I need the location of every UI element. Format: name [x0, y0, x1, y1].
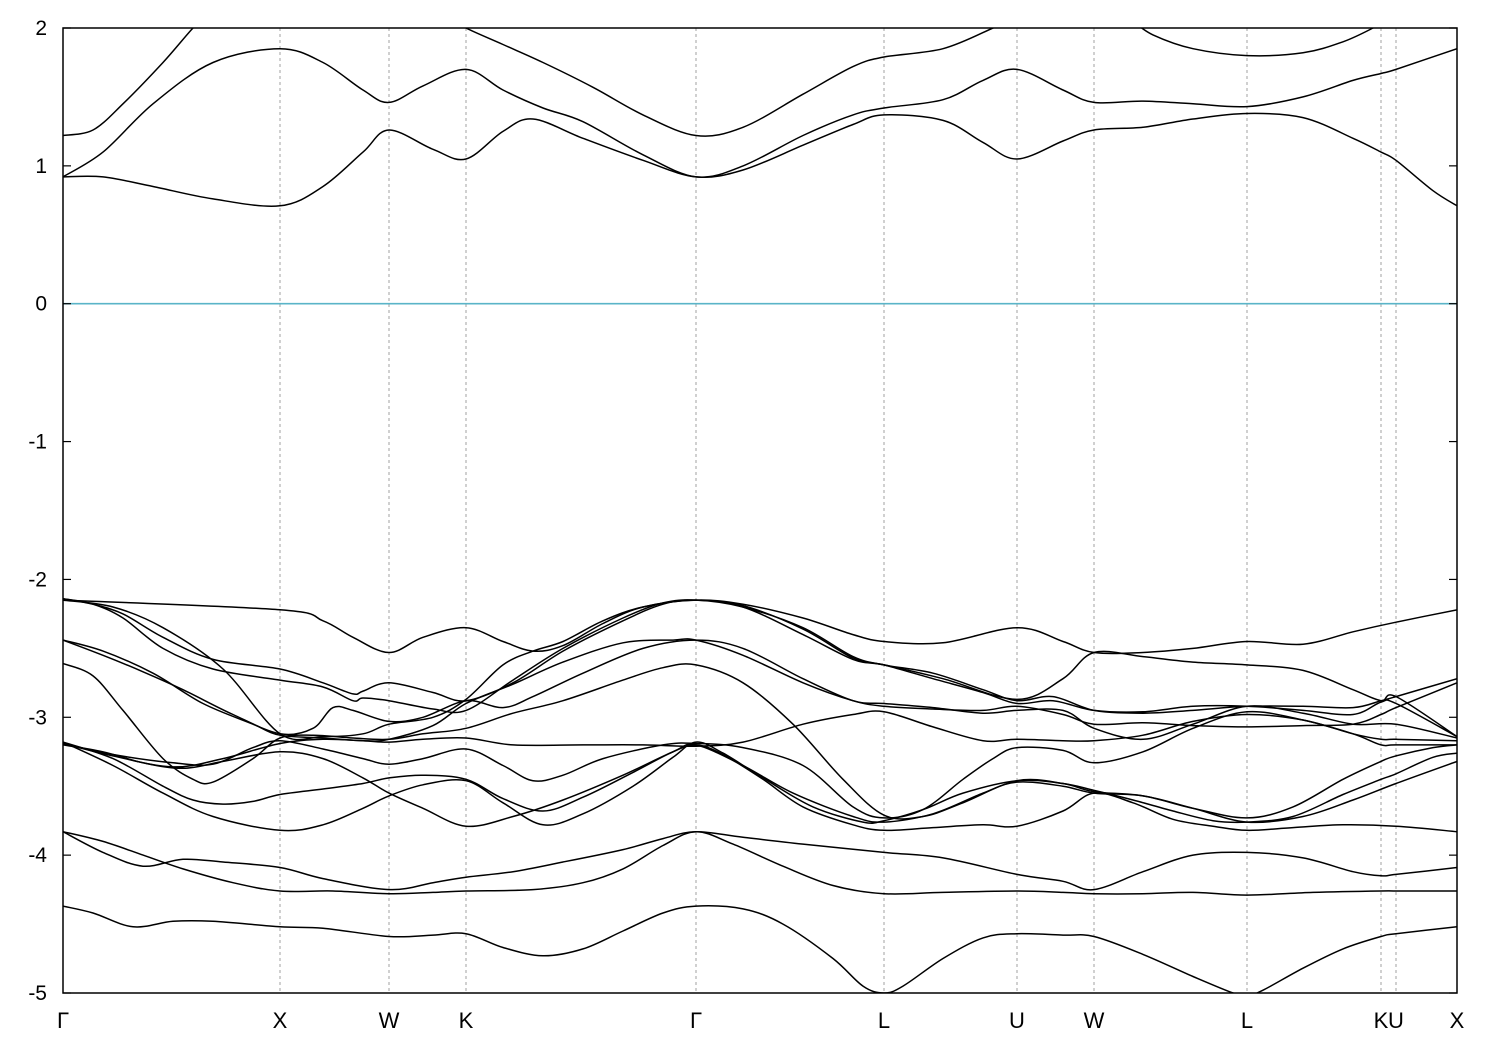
y-tick-label: -4: [28, 844, 47, 867]
y-tick-label: -2: [28, 568, 47, 591]
band-line-19: [464, 28, 995, 137]
band-line-18: [63, 28, 195, 137]
plot-border: [62, 27, 1458, 994]
kpoint-label: L: [878, 1008, 890, 1033]
band-line-8: [63, 710, 1457, 819]
band-line-7: [63, 710, 1457, 768]
kpoint-label: U: [1009, 1008, 1025, 1033]
kpoint-label: L: [1241, 1008, 1253, 1033]
kpoint-label: W: [379, 1008, 400, 1033]
y-tick-label: 0: [35, 293, 47, 316]
kpoint-label: U: [1388, 1008, 1404, 1033]
plot-frame: [62, 27, 1458, 994]
band-line-1: [63, 905, 1457, 993]
kpoint-label: Γ: [690, 1008, 702, 1033]
band-line-3: [63, 830, 1457, 896]
kpoint-label: X: [273, 1008, 288, 1033]
band-line-9: [63, 662, 1457, 820]
band-line-10: [63, 638, 1457, 742]
band-line-5: [63, 741, 1457, 833]
band-line-20: [1140, 28, 1375, 57]
kpoint-label: X: [1450, 1008, 1465, 1033]
y-tick-label: 2: [35, 17, 47, 40]
band-line-17: [63, 47, 1457, 178]
band-line-14: [63, 599, 1457, 655]
band-line-11: [63, 639, 1457, 741]
band-line-15: [63, 599, 1457, 741]
kpoint-label: W: [1084, 1008, 1105, 1033]
kpoint-label: K: [459, 1008, 474, 1033]
kpoint-label: Γ: [57, 1008, 69, 1033]
band-lines: [63, 28, 1457, 993]
band-line-6: [63, 743, 1457, 828]
y-tick-label: 1: [35, 155, 47, 178]
y-tick-label: -3: [28, 706, 47, 729]
band-line-16: [63, 112, 1457, 207]
band-line-2: [63, 830, 1457, 891]
y-tick-label: -5: [28, 982, 47, 1005]
y-tick-label: -1: [28, 431, 47, 454]
kpoint-label: K: [1374, 1008, 1389, 1033]
y-axis: 2 1 0 -1 -2 -3 -4 -5: [28, 17, 1457, 1005]
